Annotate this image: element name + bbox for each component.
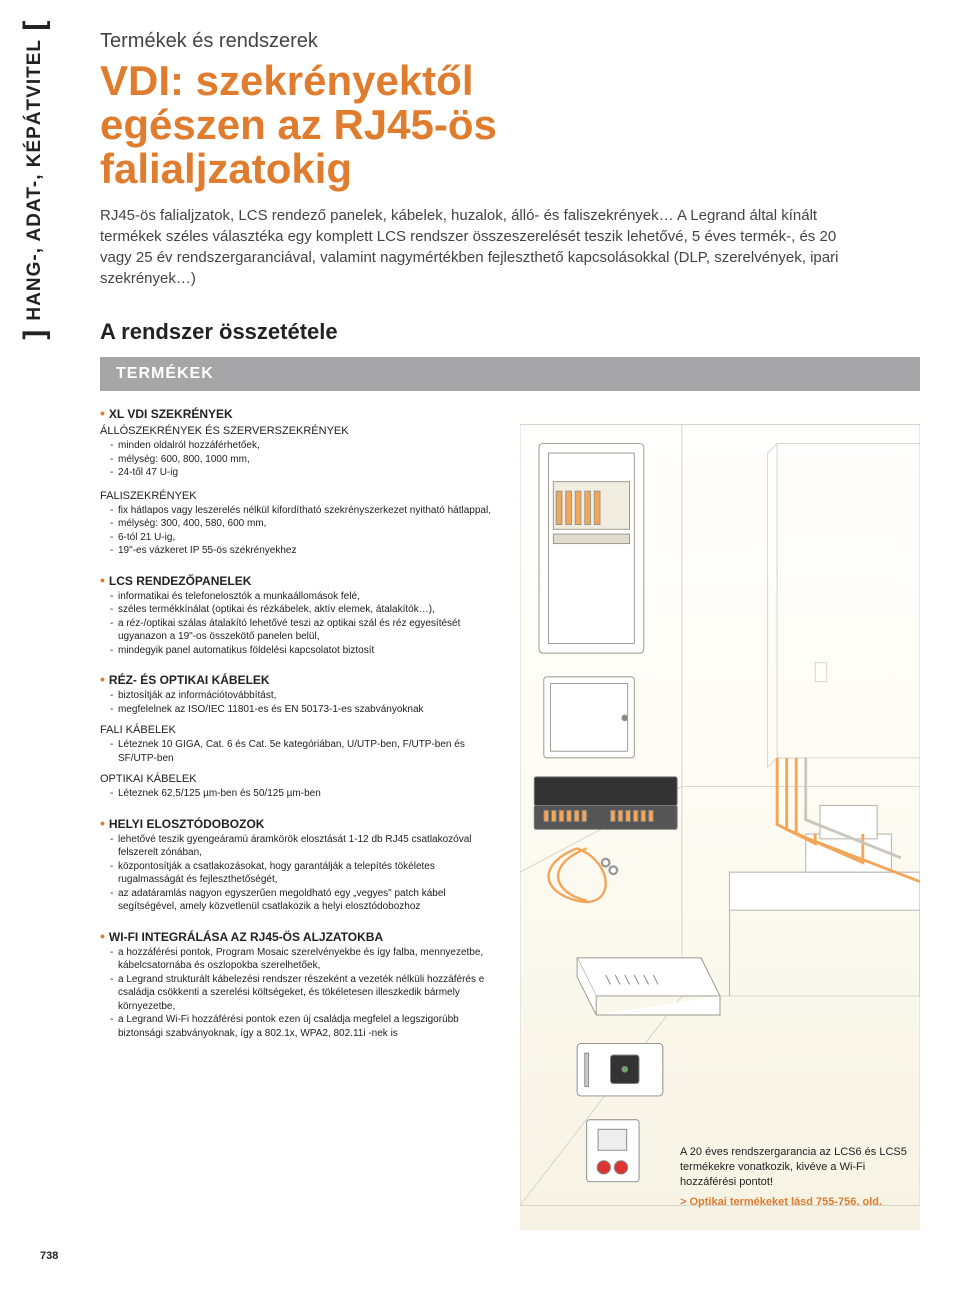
list-item: 6-tól 21 U-ig, bbox=[110, 531, 500, 545]
products-band: TERMÉKEK bbox=[100, 357, 920, 391]
lcs-title: LCS RENDEZŐPANELEK bbox=[109, 574, 251, 588]
kabel-sub2-title: OPTIKAI KÁBELEK bbox=[100, 773, 500, 785]
list-item: fix hátlapos vagy leszerelés nélkül kifo… bbox=[110, 504, 500, 518]
list-item: központosítják a csatlakozásokat, hogy g… bbox=[110, 860, 500, 887]
list-item: minden oldalról hozzáférhetőek, bbox=[110, 439, 500, 453]
list-item: 24-től 47 U-ig bbox=[110, 466, 500, 480]
xl-sub1-title: ÁLLÓSZEKRÉNYEK ÉS SZERVERSZEKRÉNYEK bbox=[100, 425, 500, 437]
page-number: 738 bbox=[40, 1250, 920, 1262]
title-line2: egészen az RJ45-ös bbox=[100, 101, 497, 148]
illustration-column: A 20 éves rendszergarancia az LCS6 és LC… bbox=[520, 405, 920, 1230]
list-item: a Legrand strukturált kábelezési rendsze… bbox=[110, 973, 500, 1014]
list-item: a réz-/optikai szálas átalakító lehetővé… bbox=[110, 617, 500, 644]
list-item: biztosítják az információtovábbítást, bbox=[110, 689, 500, 703]
kabel-sub1-title: FALI KÁBELEK bbox=[100, 724, 500, 736]
kicker: Termékek és rendszerek bbox=[100, 30, 920, 53]
list-item: Léteznek 10 GIGA, Cat. 6 és Cat. 5e kate… bbox=[110, 738, 500, 765]
list-item: 19"-es vázkeret IP 55-ös szekrényekhez bbox=[110, 544, 500, 558]
list-item: a hozzáférési pontok, Program Mosaic sze… bbox=[110, 946, 500, 973]
room-illustration bbox=[520, 405, 920, 1225]
list-item: megfelelnek az ISO/IEC 11801-es és EN 50… bbox=[110, 703, 500, 717]
title-line3: falialjzatokig bbox=[100, 145, 352, 192]
list-item: az adatáramlás nagyon egyszerűen megoldh… bbox=[110, 887, 500, 914]
products-list-column: •XL VDI SZEKRÉNYEK ÁLLÓSZEKRÉNYEK ÉS SZE… bbox=[100, 405, 500, 1230]
list-item: mélység: 600, 800, 1000 mm, bbox=[110, 453, 500, 467]
title-line1: VDI: szekrényektől bbox=[100, 57, 474, 104]
list-item: a Legrand Wi-Fi hozzáférési pontok ezen … bbox=[110, 1013, 500, 1040]
intro-paragraph: RJ45-ös falialjzatok, LCS rendező panele… bbox=[100, 205, 860, 289]
list-item: széles termékkínálat (optikai és rézkábe… bbox=[110, 603, 500, 617]
kabel-title: RÉZ- ÉS OPTIKAI KÁBELEK bbox=[109, 673, 270, 687]
list-item: Léteznek 62,5/125 µm-ben és 50/125 µm-be… bbox=[110, 787, 500, 801]
list-item: mélység: 300, 400, 580, 600 mm, bbox=[110, 517, 500, 531]
see-optical-link: > Optikai termékeket lásd 755-756. old. bbox=[680, 1195, 910, 1210]
warranty-note: A 20 éves rendszergarancia az LCS6 és LC… bbox=[680, 1145, 910, 1210]
wifi-title: WI-FI INTEGRÁLÁSA AZ RJ45-ÖS ALJZATOKBA bbox=[109, 930, 383, 944]
xl-title: XL VDI SZEKRÉNYEK bbox=[109, 407, 233, 421]
list-item: mindegyik panel automatikus földelési ka… bbox=[110, 644, 500, 658]
vertical-tab-label: HANG-, ADAT-, KÉPÁTVITEL bbox=[18, 20, 52, 340]
list-item: informatikai és telefonelosztók a munkaá… bbox=[110, 590, 500, 604]
page-title: VDI: szekrényektől egészen az RJ45-ös fa… bbox=[100, 59, 920, 191]
helyi-title: HELYI ELOSZTÓDOBOZOK bbox=[109, 817, 265, 831]
xl-sub2-title: FALISZEKRÉNYEK bbox=[100, 490, 500, 502]
section-heading: A rendszer összetétele bbox=[100, 319, 920, 345]
list-item: lehetővé teszik gyengeáramú áramkörök el… bbox=[110, 833, 500, 860]
